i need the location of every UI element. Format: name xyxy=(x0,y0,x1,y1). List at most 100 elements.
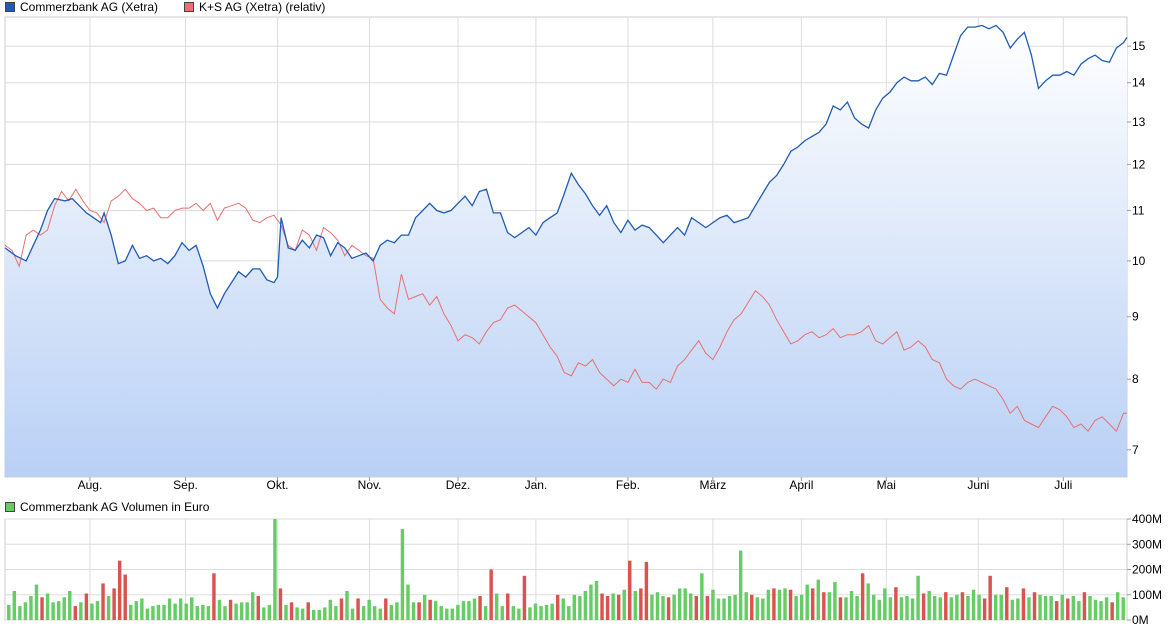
volume-bar[interactable] xyxy=(567,606,571,620)
commerzbank-line[interactable] xyxy=(4,24,1128,310)
volume-bar[interactable] xyxy=(844,597,848,620)
volume-bar[interactable] xyxy=(228,599,233,620)
volume-bar[interactable] xyxy=(411,602,416,620)
volume-bar[interactable] xyxy=(1054,601,1059,620)
volume-bar[interactable] xyxy=(977,594,981,621)
volume-bar[interactable] xyxy=(899,597,904,620)
volume-bar[interactable] xyxy=(711,589,715,620)
volume-bar[interactable] xyxy=(1066,598,1070,621)
volume-bar[interactable] xyxy=(628,560,632,620)
volume-bar[interactable] xyxy=(805,584,809,620)
volume-bar[interactable] xyxy=(955,594,959,621)
volume-bar[interactable] xyxy=(644,561,649,620)
volume-bar[interactable] xyxy=(1005,587,1009,620)
volume-bar[interactable] xyxy=(1110,602,1114,620)
legend-item-volume[interactable]: Commerzbank AG Volumen in Euro xyxy=(5,500,209,514)
volume-bar[interactable] xyxy=(650,594,654,621)
ks-line[interactable] xyxy=(4,188,1127,433)
volume-bar[interactable] xyxy=(151,606,155,620)
volume-bar[interactable] xyxy=(661,596,665,620)
volume-bar[interactable] xyxy=(616,594,621,621)
volume-bar[interactable] xyxy=(206,606,211,620)
volume-bar[interactable] xyxy=(140,598,144,621)
volume-bar[interactable] xyxy=(766,589,771,620)
volume-bar[interactable] xyxy=(683,588,687,620)
volume-bar[interactable] xyxy=(838,597,843,620)
volume-bar[interactable] xyxy=(960,592,965,620)
volume-bar[interactable] xyxy=(201,604,205,620)
volume-bar[interactable] xyxy=(783,588,787,620)
volume-bar[interactable] xyxy=(1038,594,1042,621)
volume-bar[interactable] xyxy=(317,609,321,620)
volume-bar[interactable] xyxy=(877,599,881,620)
volume-bar[interactable] xyxy=(406,584,410,620)
volume-bar[interactable] xyxy=(1104,597,1109,620)
volume-bar[interactable] xyxy=(1088,596,1092,620)
volume-bar[interactable] xyxy=(45,593,50,621)
volume-bar[interactable] xyxy=(1016,598,1020,621)
volume-bar[interactable] xyxy=(833,582,837,620)
volume-bar[interactable] xyxy=(51,602,55,620)
volume-bar[interactable] xyxy=(439,606,443,620)
volume-bar[interactable] xyxy=(506,593,510,621)
volume-bar[interactable] xyxy=(694,596,699,620)
volume-bar[interactable] xyxy=(894,587,898,620)
volume-bar[interactable] xyxy=(117,560,122,620)
volume-bar[interactable] xyxy=(367,599,371,620)
volume-bar[interactable] xyxy=(178,598,183,621)
volume-bar[interactable] xyxy=(727,596,732,620)
volume-bar[interactable] xyxy=(938,597,942,620)
volume-bar[interactable] xyxy=(29,596,33,620)
volume-bar[interactable] xyxy=(799,594,804,621)
volume-bar[interactable] xyxy=(622,589,626,620)
volume-bar[interactable] xyxy=(677,588,682,620)
volume-bar[interactable] xyxy=(927,591,931,620)
volume-bar[interactable] xyxy=(544,604,549,620)
volume-bar[interactable] xyxy=(73,606,78,620)
volume-bar[interactable] xyxy=(167,598,172,621)
volume-bar[interactable] xyxy=(993,594,998,621)
volume-bar[interactable] xyxy=(356,598,360,621)
volume-bar[interactable] xyxy=(217,599,222,620)
volume-bar[interactable] xyxy=(129,604,133,620)
volume-bar[interactable] xyxy=(472,598,477,621)
volume-bar[interactable] xyxy=(251,592,255,620)
volume-bar[interactable] xyxy=(932,596,937,620)
volume-bar[interactable] xyxy=(422,594,427,621)
volume-bar[interactable] xyxy=(23,602,28,620)
volume-bar[interactable] xyxy=(794,596,798,620)
volume-bar[interactable] xyxy=(755,597,760,620)
volume-bar[interactable] xyxy=(944,592,948,620)
volume-bar[interactable] xyxy=(772,588,776,620)
volume-bar[interactable] xyxy=(611,593,615,621)
volume-bar[interactable] xyxy=(295,607,299,620)
volume-bar[interactable] xyxy=(256,596,260,620)
volume-bar[interactable] xyxy=(517,608,521,620)
volume-bar[interactable] xyxy=(921,593,926,621)
volume-bar[interactable] xyxy=(827,592,832,620)
volume-bar[interactable] xyxy=(456,604,460,620)
volume-bar[interactable] xyxy=(639,588,643,620)
volume-bar[interactable] xyxy=(866,583,870,620)
volume-bar[interactable] xyxy=(528,607,532,620)
volume-bar[interactable] xyxy=(334,606,338,620)
volume-bar[interactable] xyxy=(1060,594,1064,621)
volume-bar[interactable] xyxy=(289,602,294,620)
volume-bar[interactable] xyxy=(905,596,909,620)
volume-bar[interactable] xyxy=(95,601,100,620)
volume-bar[interactable] xyxy=(101,583,105,620)
volume-bar[interactable] xyxy=(234,603,238,620)
volume-bar[interactable] xyxy=(7,604,11,620)
volume-bar[interactable] xyxy=(450,608,455,620)
volume-bar[interactable] xyxy=(361,606,366,620)
volume-bar[interactable] xyxy=(184,603,188,620)
volume-bar[interactable] xyxy=(323,607,327,620)
volume-bar[interactable] xyxy=(417,602,421,620)
volume-bar[interactable] xyxy=(395,602,399,620)
volume-bar[interactable] xyxy=(461,601,466,620)
volume-bar[interactable] xyxy=(162,604,166,620)
volume-bar[interactable] xyxy=(999,594,1003,621)
volume-bar[interactable] xyxy=(145,608,150,620)
volume-bar[interactable] xyxy=(312,609,316,620)
volume-bar[interactable] xyxy=(384,598,388,621)
